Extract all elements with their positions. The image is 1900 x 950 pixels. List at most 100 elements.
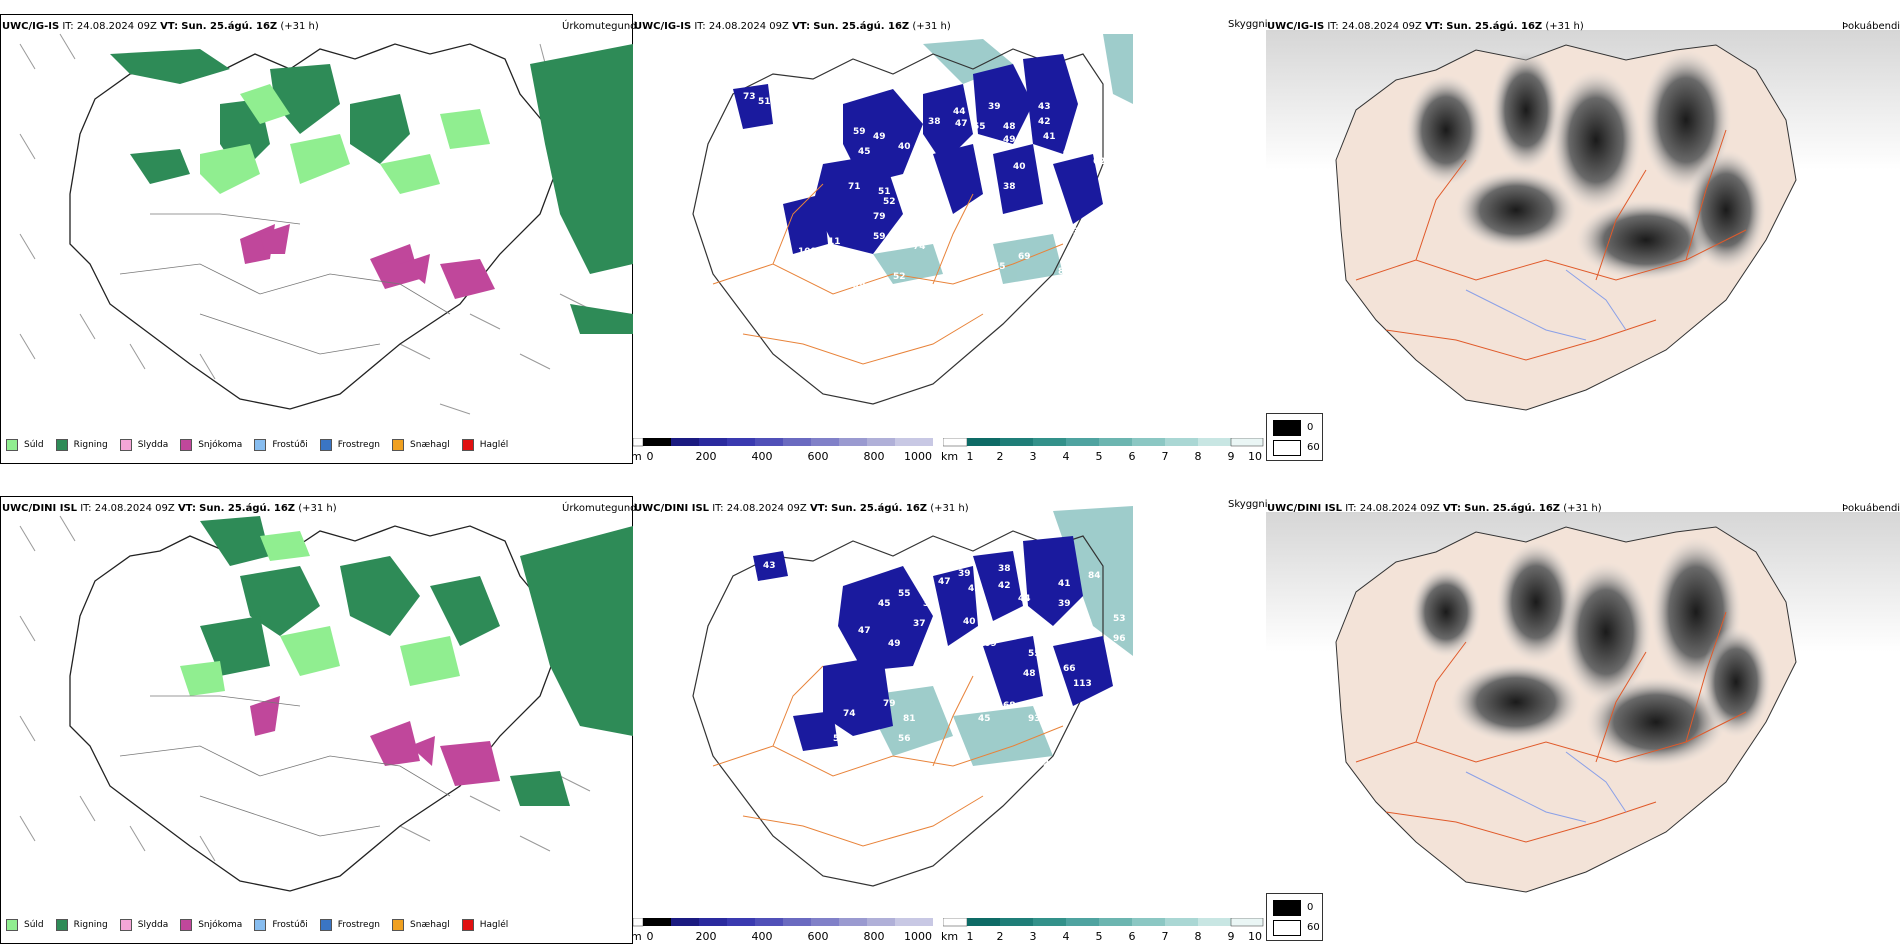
svg-text:88: 88: [943, 679, 956, 689]
header-row-1: UWC/IG-IS IT: 24.08.2024 09Z VT: Sun. 25…: [2, 21, 319, 32]
svg-text:109: 109: [978, 639, 997, 649]
vis-bar-ticks: 1 2 3 4 5 6 7 8 9 10: [966, 930, 1263, 943]
svg-text:56: 56: [898, 734, 911, 744]
svg-text:44: 44: [953, 107, 966, 117]
visibility-map-2: 43 55 47 39 38 41 42 84 45 33 42 44 39 1…: [692, 506, 1133, 887]
legend-item-snaehagl: Snæhagl: [392, 439, 450, 451]
svg-text:42: 42: [1038, 117, 1051, 127]
roads-orange: [712, 665, 1064, 847]
iceland-coastline: [69, 525, 556, 892]
svg-text:93: 93: [1028, 714, 1041, 724]
fog-key-1: 0 60: [1266, 413, 1323, 461]
visibility-colorbar-2: km 1 2 3 4 5 6 7 8 9 10: [941, 918, 1265, 946]
svg-text:74: 74: [913, 242, 926, 252]
rain-areas: [110, 44, 633, 334]
svg-text:41: 41: [1043, 132, 1056, 142]
legend-item-snaehagl: Snæhagl: [392, 919, 450, 931]
svg-text:42: 42: [998, 581, 1011, 591]
visibility-panel-2: 43 55 47 39 38 41 42 84 45 33 42 44 39 1…: [633, 496, 1266, 946]
precip-map-2: [19, 515, 633, 892]
svg-text:45: 45: [858, 147, 871, 157]
svg-text:72: 72: [913, 225, 926, 235]
panel-title-vis-2: Skyggni: [1228, 499, 1268, 510]
visibility-map-1: 73 51 59 49 40 38 44 47 39 43 42 41 57 4…: [692, 34, 1136, 405]
fog-panel-2: [1266, 512, 1900, 932]
iceland-coastline-2: [692, 48, 1104, 405]
fog-key-label-60: 60: [1307, 442, 1320, 453]
cloud-bar-unit: m: [631, 450, 642, 463]
legend-item-rigning: Rigning: [55, 439, 108, 451]
svg-text:43: 43: [1038, 102, 1051, 112]
legend-item-frostudi: Frostúði: [254, 919, 308, 931]
svg-text:57: 57: [833, 734, 846, 744]
svg-text:47: 47: [938, 577, 951, 587]
svg-text:50: 50: [908, 197, 921, 207]
panel-title-fog-2: Þokuábendi: [1842, 503, 1900, 514]
svg-text:48: 48: [1003, 122, 1016, 132]
header-row-2-vis: UWC/DINI ISL IT: 24.08.2024 09Z VT: Sun.…: [634, 503, 969, 514]
fog-key-2: 0 60: [1266, 893, 1323, 941]
fog-key-black: [1273, 420, 1301, 436]
fog-key-black: [1273, 900, 1301, 916]
svg-text:83: 83: [1118, 217, 1131, 227]
svg-text:6: 6: [1108, 252, 1114, 262]
svg-text:39: 39: [988, 102, 1001, 112]
svg-text:73: 73: [743, 92, 756, 102]
fog-dark-areas: [1406, 50, 1766, 280]
svg-text:58: 58: [988, 197, 1001, 207]
legend-item-frostregn: Frostregn: [319, 919, 380, 931]
vis-bar-ticks: 1 2 3 4 5 6 7 8 9 10: [966, 450, 1263, 463]
svg-text:53: 53: [1113, 614, 1126, 624]
precip-legend-2: Súld Rigning Slydda Snjókoma Frostúði Fr…: [6, 919, 520, 931]
snow-areas: [240, 224, 495, 299]
svg-text:107: 107: [1073, 619, 1092, 629]
legend-item-snjokoma: Snjókoma: [180, 439, 242, 451]
svg-text:53: 53: [918, 157, 931, 167]
svg-text:57: 57: [1088, 82, 1101, 92]
legend-item-frostregn: Frostregn: [319, 439, 380, 451]
cloud-base-labels: 73 51 59 49 40 38 44 47 39 43 42 41 57 4…: [743, 82, 1136, 297]
panel-title-fog-1: Þokuábendi: [1842, 21, 1900, 32]
svg-text:37: 37: [913, 619, 926, 629]
low-cloud-areas: [753, 536, 1113, 751]
roads-orange: [712, 183, 1064, 365]
svg-text:33: 33: [923, 599, 936, 609]
legend-item-haglel: Haglél: [461, 919, 508, 931]
svg-text:38: 38: [998, 564, 1011, 574]
svg-text:49: 49: [1003, 135, 1016, 145]
cloud-base-colorbar-1: m 0 200 400 600 800 1000: [631, 438, 935, 466]
svg-text:98: 98: [933, 222, 946, 232]
svg-text:45: 45: [978, 714, 991, 724]
svg-text:60: 60: [923, 212, 936, 222]
svg-text:36: 36: [1013, 629, 1026, 639]
fog-map-2: [1266, 512, 1900, 893]
svg-text:48: 48: [853, 282, 866, 292]
fog-key-white: [1273, 920, 1301, 936]
wind-barbs: [19, 33, 591, 415]
svg-text:49: 49: [873, 132, 886, 142]
legend-item-sudl: Súld: [6, 919, 44, 931]
svg-text:75: 75: [813, 255, 826, 265]
row-1: Súld Rigning Slydda Snjókoma Frostúði Fr…: [0, 14, 1900, 466]
svg-text:48: 48: [1023, 669, 1036, 679]
svg-text:47: 47: [858, 626, 871, 636]
fog-rivers: [1465, 751, 1627, 823]
svg-text:11: 11: [828, 237, 841, 247]
low-cloud-areas: [733, 54, 1103, 254]
fog-key-label-60: 60: [1307, 922, 1320, 933]
svg-text:62: 62: [1093, 157, 1106, 167]
fog-roads: [1355, 129, 1747, 361]
cloud-bar-unit: m: [631, 930, 642, 943]
row-2: Súld Rigning Slydda Snjókoma Frostúði Fr…: [0, 480, 1900, 950]
svg-text:41: 41: [1058, 579, 1071, 589]
svg-text:76: 76: [758, 157, 771, 167]
svg-text:39: 39: [1058, 599, 1071, 609]
legend-item-haglel: Haglél: [461, 439, 508, 451]
cloud-bar-ticks: 0 200 400 600 800 1000: [646, 930, 933, 943]
svg-text:12: 12: [1088, 112, 1101, 122]
svg-text:40: 40: [963, 617, 976, 627]
panel-title-precip-1: Úrkomutegund: [562, 21, 637, 32]
legend-item-snjokoma: Snjókoma: [180, 919, 242, 931]
fog-rivers: [1465, 269, 1627, 341]
svg-text:47: 47: [1028, 207, 1041, 217]
